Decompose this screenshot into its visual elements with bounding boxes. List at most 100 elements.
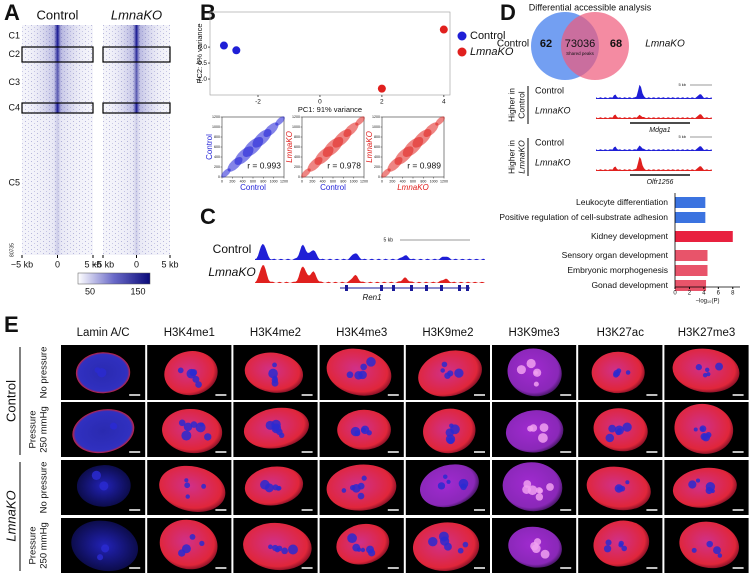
chromocenter: [705, 367, 710, 373]
chromocenter: [616, 486, 622, 491]
category-label: Gonad development: [591, 280, 668, 290]
chromocenter: [538, 433, 548, 443]
venn-count: 62: [540, 38, 552, 50]
scale-label: 5 kb: [384, 237, 394, 243]
chromocenter: [693, 427, 698, 432]
cluster-label: C4: [8, 102, 20, 112]
column-header: H3K9me2: [422, 327, 473, 339]
chromocenter: [195, 381, 202, 388]
colorbar: [77, 272, 151, 285]
cluster-label: C2: [8, 49, 20, 59]
legend-label: LmnaKO: [470, 46, 514, 58]
heatmap-signal: [103, 113, 170, 255]
chromocenter: [546, 483, 554, 491]
bar: [675, 212, 706, 223]
cluster-box: [102, 46, 171, 63]
chromocenter: [438, 531, 449, 542]
chromocenter: [361, 427, 367, 433]
chromocenter: [516, 365, 526, 375]
chromocenter: [625, 480, 630, 485]
y-tick-label: 1200: [292, 115, 300, 119]
column-header: H3K4me3: [336, 327, 387, 339]
x-tick-label: 1000: [270, 179, 278, 183]
chromocenter: [702, 433, 711, 442]
x-tick-label: 5 kb: [84, 259, 101, 269]
density: [423, 122, 439, 137]
chromocenter: [185, 494, 190, 499]
chromocenter: [444, 542, 452, 551]
x-tick-label: 0: [381, 179, 383, 183]
cluster-label: C3: [8, 77, 20, 87]
column-label: LmnaKO: [111, 7, 162, 22]
y-tick-label: 800: [294, 135, 300, 139]
chromocenter: [346, 371, 354, 379]
scale-label: 5 kb: [678, 82, 686, 87]
density: [263, 122, 279, 137]
chromocenter: [366, 357, 376, 367]
exon: [410, 285, 413, 291]
chromocenter: [272, 375, 278, 381]
density: [355, 116, 365, 126]
y-tick-label: 400: [214, 155, 220, 159]
x-tick-label: 400: [240, 179, 246, 183]
column-header: H3K4me1: [164, 327, 215, 339]
gene-label: Mdga1: [649, 127, 671, 134]
nucleus: [159, 519, 218, 570]
chromocenter: [688, 480, 697, 489]
nucleus: [419, 464, 479, 508]
legend-marker: [457, 47, 467, 57]
chromocenter: [276, 545, 283, 552]
y-axis-label: LmnaKO: [285, 131, 294, 163]
x-tick-label: 5 kb: [161, 259, 178, 269]
column-header: H3K27ac: [597, 327, 645, 339]
r-value: r = 0.993: [247, 160, 281, 170]
y-axis-label: LmnaKO: [365, 131, 374, 163]
chromocenter: [715, 362, 723, 371]
chromocenter: [357, 482, 365, 490]
x-tick-label: 8: [731, 291, 735, 297]
y-axis-label: Control: [205, 134, 214, 160]
nucleus: [159, 465, 226, 512]
bar: [675, 265, 708, 276]
chromocenter: [526, 358, 536, 369]
chromocenter: [361, 475, 367, 481]
chromocenter: [603, 545, 612, 553]
chromocenter: [204, 433, 212, 441]
chromocenter: [527, 425, 534, 432]
heatmap-signal: [22, 103, 93, 113]
chromocenter: [706, 540, 713, 548]
chromocenter: [94, 367, 101, 373]
chromocenter: [706, 372, 711, 377]
point: [219, 41, 228, 50]
y-tick-label: 600: [374, 145, 380, 149]
x-tick-label: 0: [134, 259, 139, 269]
signal-track: [596, 114, 712, 119]
y-tick-label: 600: [294, 145, 300, 149]
point: [377, 84, 386, 93]
category-label: Sensory organ development: [562, 250, 669, 260]
chromocenter: [178, 419, 186, 427]
chromocenter: [276, 428, 283, 436]
chromocenter: [535, 493, 544, 501]
track-label: LmnaKO: [208, 265, 255, 279]
chromocenter: [360, 363, 367, 371]
group-label: Higher in: [506, 88, 516, 122]
x-tick-label: 800: [420, 179, 426, 183]
chromocenter: [288, 544, 298, 555]
chromocenter: [717, 553, 723, 558]
chromocenter: [428, 536, 438, 547]
x-tick-label: -2: [255, 99, 261, 106]
nucleus: [72, 409, 135, 454]
x-axis-label: Control: [240, 183, 266, 192]
chromocenter: [700, 426, 705, 431]
point: [232, 46, 241, 55]
chromocenter: [454, 368, 464, 378]
x-tick-label: 2: [688, 291, 692, 297]
x-tick-label: 0: [301, 179, 303, 183]
heatmap-signal: [103, 47, 170, 62]
x-tick-label: 4: [702, 291, 706, 297]
chromocenter: [201, 483, 207, 489]
chromocenter: [527, 485, 538, 496]
chromocenter: [341, 488, 347, 493]
